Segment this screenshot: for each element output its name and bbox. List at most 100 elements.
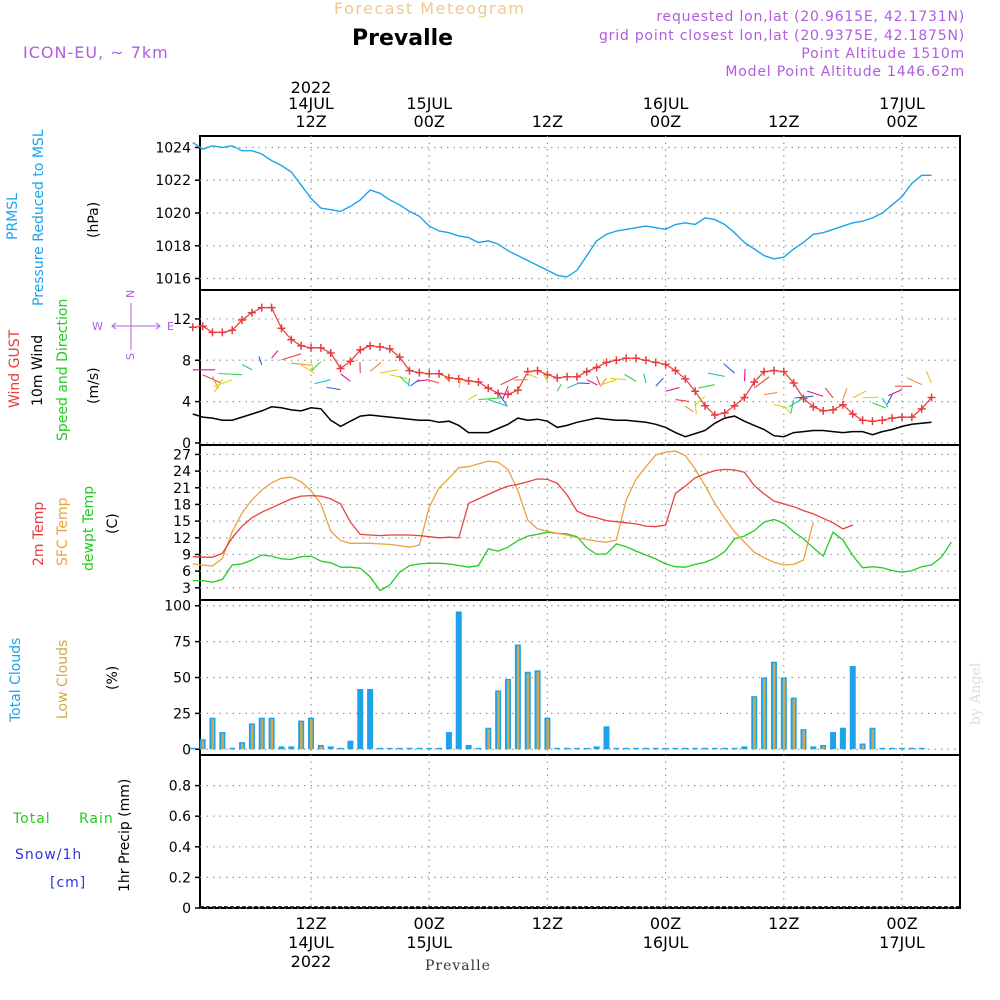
temperature-ytick-label: 12 (173, 531, 191, 547)
cloud-total-bar (347, 740, 354, 750)
cloud-total-bar (652, 747, 659, 750)
wind-direction-arrow (824, 387, 834, 399)
wind-direction-arrow (542, 373, 548, 382)
footer-location: Prevalle (425, 958, 491, 974)
wind-gust-marker (425, 369, 434, 378)
cloud-total-bar (721, 747, 728, 750)
wind-direction-arrow (790, 399, 795, 414)
cloud-total-bar (475, 747, 482, 750)
wind-direction-arrow (643, 373, 647, 384)
wind-direction-arrow (502, 386, 509, 399)
cloud-low-bar (221, 733, 224, 750)
wind-gust-marker (277, 324, 286, 333)
wind-gust-marker (779, 367, 788, 376)
wind-direction-arrow (599, 377, 607, 387)
wind-gust-marker (454, 374, 463, 383)
cloud-low-bar (250, 724, 254, 750)
wind-gust-marker (740, 393, 749, 402)
wind-direction-arrow (556, 383, 562, 392)
wind-direction-arrow (389, 374, 408, 380)
cloud-total-bar (741, 746, 748, 750)
pressure-ytick-label: 1020 (155, 206, 191, 222)
cloud-low-bar (300, 721, 303, 750)
point-altitude: Point Altitude 1510m (801, 46, 965, 62)
temperature-panel-frame (199, 444, 961, 601)
wind-legend-e: E (167, 320, 174, 333)
cloud-total-bar (367, 688, 374, 750)
precip-ytick-label: 0 (182, 901, 191, 917)
wind-direction-arrow (202, 374, 221, 384)
cloud-total-bar (731, 747, 738, 750)
wind-gust-marker (819, 406, 828, 415)
wind-gust-line (192, 307, 932, 422)
wind-direction-arrow (753, 376, 770, 389)
cloud-total-bar (879, 747, 886, 750)
wind-direction-arrow (886, 394, 893, 405)
wind-gust-marker (760, 367, 769, 376)
wind-direction-arrow (468, 394, 478, 401)
bottom-axis-year: 2022 (291, 952, 332, 971)
wind-gust-marker (602, 358, 611, 367)
top-axis-hour: 00Z (414, 112, 445, 131)
cloud-low-bar (802, 730, 805, 750)
wind-direction-arrow (693, 395, 706, 407)
cloud-low-bar (792, 699, 796, 750)
precip-legend-cm: [cm] (50, 875, 87, 891)
cloud-low-bar (241, 743, 244, 750)
wind-gust-marker (829, 405, 838, 414)
wind-gust-marker (405, 366, 414, 375)
wind-direction-arrow (426, 379, 440, 384)
cloud-total-bar (416, 747, 423, 750)
wind-direction-arrow (525, 372, 538, 379)
cloud-low-bar (822, 746, 825, 750)
wind-direction-arrow (743, 368, 746, 382)
wind-direction-arrow (241, 363, 253, 371)
wind-gust-marker (257, 303, 266, 312)
bottom-axis-hour: 00Z (886, 914, 917, 933)
cloud-total-bar (603, 726, 610, 750)
wind-gust-marker (474, 377, 483, 386)
wind-direction-arrow (478, 397, 503, 401)
wind-gust-marker (198, 322, 207, 331)
bottom-axis-hour: 00Z (650, 914, 681, 933)
wind-direction-arrow (764, 392, 778, 396)
precip-legend-total: Total (13, 811, 51, 827)
wind-gust-marker (316, 343, 325, 352)
wind-direction-arrow (881, 397, 889, 408)
wind-gust-marker (346, 357, 355, 366)
cloud-low-bar (763, 678, 766, 750)
top-axis-date: 16JUL (643, 94, 689, 113)
pressure-ytick-label: 1018 (155, 239, 191, 255)
temp-2m-line (192, 468, 854, 558)
temperature-ytick-label: 18 (173, 497, 191, 513)
wind-gust-marker (651, 358, 660, 367)
wind-compass-icon (111, 303, 161, 350)
wind-gust-marker (917, 404, 926, 413)
wind-gust-marker (671, 366, 680, 375)
wind-direction-arrow (707, 372, 725, 377)
wind-gust-marker (435, 369, 444, 378)
wind-gust-marker (484, 384, 493, 393)
page-title: Prevalle (352, 26, 454, 51)
cloud-total-bar (573, 747, 580, 750)
cloud-low-bar (310, 719, 313, 750)
wind-direction-arrow (862, 396, 879, 399)
cloud-total-bar (672, 747, 679, 750)
wind-direction-arrow (586, 379, 598, 386)
wind-gust-marker (632, 354, 641, 363)
subtitle: Forecast Meteogram (334, 0, 526, 18)
wind-direction-arrow (379, 369, 398, 374)
wind-gust-marker (858, 416, 867, 425)
wind-direction-arrow (655, 377, 664, 387)
cloud-total-bar (711, 747, 718, 750)
cloud-total-bar (593, 746, 600, 750)
cloud-total-bar (810, 746, 817, 750)
top-axis-date: 14JUL (288, 94, 334, 113)
wind-gust-marker (504, 390, 512, 399)
cloud-total-bar (327, 746, 334, 750)
wind-gust-marker (415, 368, 424, 377)
cloud-low-bar (782, 678, 786, 750)
temperature-ytick-label: 27 (173, 447, 191, 463)
wind-direction-arrow (624, 373, 637, 382)
wind-direction-arrow (218, 372, 243, 376)
